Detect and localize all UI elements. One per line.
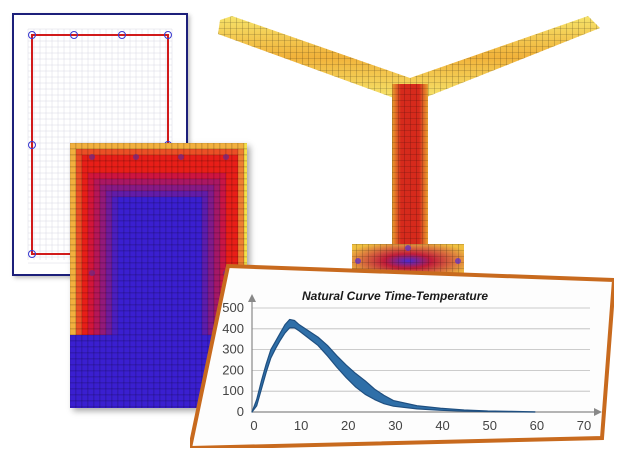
- time-temperature-chart: Natural Curve Time-Temperature 010020030…: [190, 263, 614, 448]
- card-background: [190, 263, 614, 448]
- y-tick-label: 0: [237, 404, 244, 419]
- rebar-node-icon: [405, 245, 411, 251]
- rebar-node-icon: [28, 250, 36, 258]
- x-tick-label: 50: [482, 418, 496, 433]
- x-tick-label: 40: [435, 418, 449, 433]
- y-tick-label: 200: [222, 362, 244, 377]
- y-tick-label: 400: [222, 321, 244, 336]
- rebar-node-icon: [455, 258, 461, 264]
- x-tick-label: 70: [577, 418, 591, 433]
- rebar-node-icon: [89, 154, 95, 160]
- beam-shape: [218, 16, 600, 278]
- y-tick-labels: 0 100 200 300 400 500: [222, 300, 244, 419]
- x-tick-label: 10: [294, 418, 308, 433]
- rebar-node-icon: [178, 154, 184, 160]
- y-tick-label: 500: [222, 300, 244, 315]
- x-tick-label: 0: [250, 418, 257, 433]
- rebar-node-icon: [223, 154, 229, 160]
- rebar-node-icon: [89, 270, 95, 276]
- time-temperature-card: Natural Curve Time-Temperature 0 100 200 30…: [190, 262, 614, 448]
- x-tick-label: 60: [530, 418, 544, 433]
- rebar-node-icon: [355, 258, 361, 264]
- rebar-node-icon: [28, 31, 36, 39]
- y-axis-arrow: [248, 294, 256, 302]
- rebar-node-icon: [118, 31, 126, 39]
- y-tick-label: 300: [222, 342, 244, 357]
- rebar-node-icon: [133, 154, 139, 160]
- y-tick-label: 100: [222, 383, 244, 398]
- series-curve: [251, 318, 536, 413]
- grid-lines: [252, 307, 590, 392]
- rebar-node-icon: [70, 31, 78, 39]
- x-tick-label: 30: [388, 418, 402, 433]
- axes: [248, 294, 602, 416]
- beam-mesh: [218, 16, 600, 278]
- x-axis-arrow: [594, 408, 602, 416]
- beam-thermal-panel: [218, 16, 602, 288]
- x-tick-labels: 0 10 20 30 40 50 60 70: [250, 418, 591, 433]
- series-band: [251, 318, 536, 413]
- x-tick-label: 20: [341, 418, 355, 433]
- rebar-node-icon: [164, 31, 172, 39]
- chart-title: Natural Curve Time-Temperature: [302, 289, 488, 303]
- rebar-node-icon: [28, 141, 36, 149]
